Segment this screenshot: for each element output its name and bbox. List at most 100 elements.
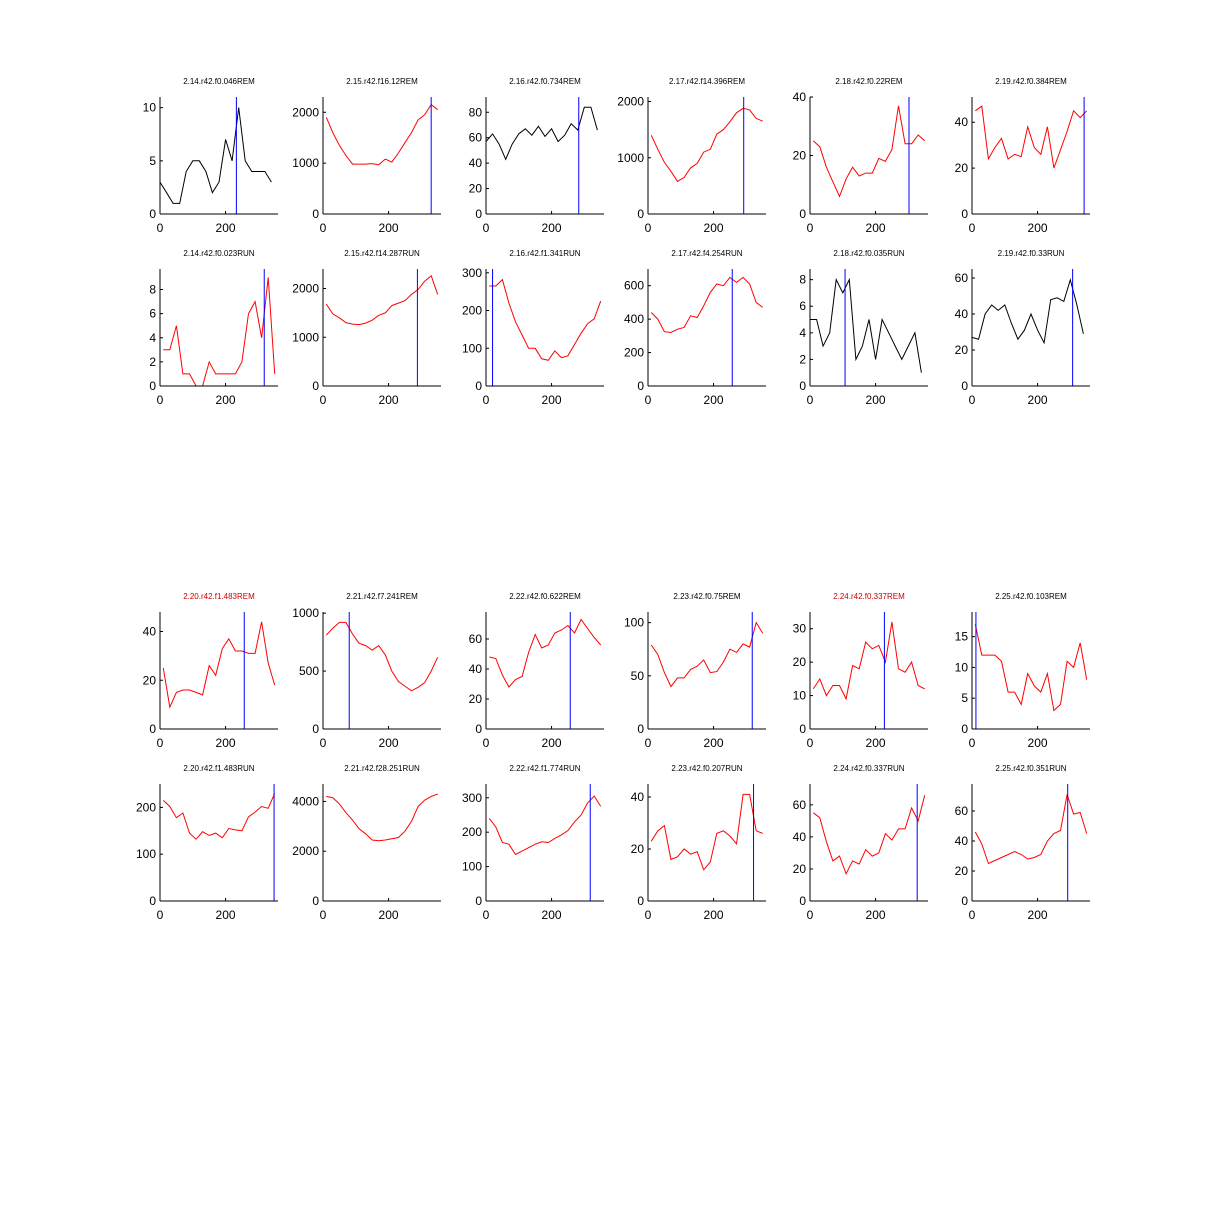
x-tick-label: 200 xyxy=(704,393,724,407)
x-tick-label: 0 xyxy=(157,736,164,750)
series-line xyxy=(975,105,1088,169)
y-tick-label: 40 xyxy=(143,625,157,639)
series-line xyxy=(650,621,764,688)
x-tick-label: 200 xyxy=(542,221,562,235)
panel-title: 2.19.r42.f0.33RUN xyxy=(998,249,1065,258)
y-tick-label: 0 xyxy=(961,379,968,393)
panel-title: 2.15.r42.f16.12REM xyxy=(346,77,418,86)
panel: 2.15.r42.f16.12REM 0 1000 2000 0 200 xyxy=(292,77,441,235)
x-tick-label: 0 xyxy=(157,221,164,235)
x-tick-label: 0 xyxy=(483,393,490,407)
panel-title: 2.20.r42.f1.483REM xyxy=(183,592,255,601)
panel: 2.22.r42.f0.622REM 0 20 40 60 0 200 xyxy=(469,592,604,750)
x-tick-label: 0 xyxy=(969,736,976,750)
x-tick-label: 0 xyxy=(483,908,490,922)
y-tick-label: 20 xyxy=(955,161,969,175)
y-tick-label: 0 xyxy=(475,722,482,736)
y-tick-label: 6 xyxy=(149,307,156,321)
y-tick-label: 0 xyxy=(637,722,644,736)
x-tick-label: 200 xyxy=(1028,736,1048,750)
series-line xyxy=(162,793,276,840)
panel-title: 2.24.r42.f0.337REM xyxy=(833,592,905,601)
x-tick-label: 0 xyxy=(157,393,164,407)
panel-title: 2.25.r42.f0.351RUN xyxy=(995,764,1066,773)
x-tick-label: 200 xyxy=(704,736,724,750)
panel-title: 2.21.r42.f28.251RUN xyxy=(344,764,420,773)
series-line xyxy=(974,624,1088,712)
y-tick-label: 0 xyxy=(312,207,319,221)
series-line xyxy=(326,793,438,842)
panel-title: 2.18.r42.f0.22REM xyxy=(835,77,902,86)
y-tick-label: 5 xyxy=(149,154,156,168)
y-tick-label: 40 xyxy=(955,834,969,848)
series-line xyxy=(812,621,925,701)
y-tick-label: 400 xyxy=(624,312,644,326)
panel: 2.19.r42.f0.384REM 0 20 40 0 200 xyxy=(955,77,1090,235)
y-tick-label: 20 xyxy=(793,655,807,669)
y-tick-label: 4 xyxy=(799,326,806,340)
x-tick-label: 200 xyxy=(866,736,886,750)
y-tick-label: 2 xyxy=(149,355,156,369)
panel-title: 2.24.r42.f0.337RUN xyxy=(833,764,904,773)
y-tick-label: 0 xyxy=(475,207,482,221)
panel-title: 2.14.r42.f0.023RUN xyxy=(183,249,254,258)
y-tick-label: 60 xyxy=(469,131,483,145)
x-tick-label: 200 xyxy=(1028,221,1048,235)
y-tick-label: 0 xyxy=(475,379,482,393)
x-tick-label: 200 xyxy=(704,908,724,922)
y-tick-label: 0 xyxy=(312,894,319,908)
x-tick-label: 200 xyxy=(1028,908,1048,922)
series-line xyxy=(812,795,926,876)
y-tick-label: 40 xyxy=(955,307,969,321)
y-tick-label: 0 xyxy=(149,207,156,221)
x-tick-label: 200 xyxy=(542,393,562,407)
y-tick-label: 0 xyxy=(312,379,319,393)
y-tick-label: 4 xyxy=(149,331,156,345)
y-tick-label: 0 xyxy=(149,379,156,393)
x-tick-label: 0 xyxy=(807,908,814,922)
x-tick-label: 0 xyxy=(483,736,490,750)
y-tick-label: 10 xyxy=(955,660,969,674)
panel-title: 2.17.r42.f14.396REM xyxy=(669,77,745,86)
y-tick-label: 300 xyxy=(462,266,482,280)
y-tick-label: 300 xyxy=(462,791,482,805)
y-tick-label: 2000 xyxy=(292,105,319,119)
series-line xyxy=(488,795,602,856)
x-tick-label: 200 xyxy=(866,393,886,407)
panel-title: 2.22.r42.f0.622REM xyxy=(509,592,581,601)
panel: 2.15.r42.f14.287RUN 0 1000 2000 0 200 xyxy=(292,249,441,407)
panel: 2.21.r42.f28.251RUN 0 2000 4000 0 200 xyxy=(292,764,441,922)
y-tick-label: 20 xyxy=(955,864,969,878)
panel: 2.20.r42.f1.483RUN 0 100 200 0 200 xyxy=(136,764,278,922)
y-tick-label: 50 xyxy=(631,669,645,683)
panel-title: 2.23.r42.f0.207RUN xyxy=(671,764,742,773)
panel-title: 2.20.r42.f1.483RUN xyxy=(183,764,254,773)
x-tick-label: 200 xyxy=(542,908,562,922)
y-tick-label: 500 xyxy=(299,664,319,678)
series-line xyxy=(162,621,276,709)
panel: 2.19.r42.f0.33RUN 0 20 40 60 0 200 xyxy=(955,249,1090,407)
y-tick-label: 0 xyxy=(149,722,156,736)
y-tick-label: 2000 xyxy=(292,282,319,296)
y-tick-label: 0 xyxy=(799,207,806,221)
panel: 2.18.r42.f0.035RUN 0 2 4 6 8 0 200 xyxy=(799,249,928,407)
series-line xyxy=(812,105,926,198)
y-tick-label: 6 xyxy=(799,299,806,313)
y-tick-label: 20 xyxy=(631,842,645,856)
panel-title: 2.14.r42.f0.046REM xyxy=(183,77,255,86)
x-tick-label: 0 xyxy=(320,736,327,750)
x-tick-label: 0 xyxy=(645,908,652,922)
y-tick-label: 100 xyxy=(462,341,482,355)
panel-title: 2.19.r42.f0.384REM xyxy=(995,77,1067,86)
y-tick-label: 600 xyxy=(624,279,644,293)
y-tick-label: 200 xyxy=(462,825,482,839)
y-tick-label: 60 xyxy=(793,798,807,812)
x-tick-label: 200 xyxy=(379,908,399,922)
y-tick-label: 20 xyxy=(469,692,483,706)
x-tick-label: 0 xyxy=(320,908,327,922)
x-tick-label: 0 xyxy=(807,736,814,750)
panel-title: 2.15.r42.f14.287RUN xyxy=(344,249,420,258)
series-line xyxy=(325,621,439,692)
y-tick-label: 200 xyxy=(462,304,482,318)
series-line xyxy=(325,274,439,326)
